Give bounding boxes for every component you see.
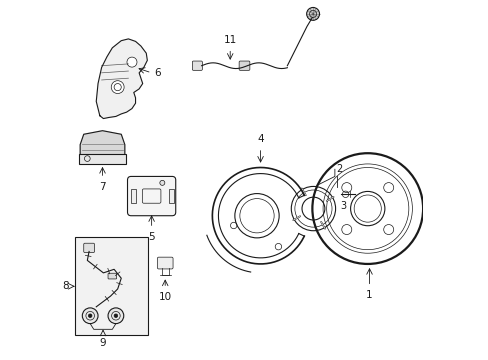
Circle shape (88, 314, 92, 318)
Circle shape (108, 308, 123, 324)
Text: 6: 6 (154, 68, 161, 78)
Text: 9: 9 (100, 338, 106, 348)
FancyBboxPatch shape (239, 61, 249, 70)
Text: 4: 4 (257, 134, 264, 144)
Text: 5: 5 (148, 232, 155, 242)
Text: 1: 1 (366, 290, 372, 300)
FancyBboxPatch shape (192, 61, 202, 70)
FancyBboxPatch shape (83, 243, 94, 252)
Bar (79, 154, 125, 164)
Circle shape (111, 81, 124, 94)
Circle shape (114, 314, 118, 318)
Circle shape (306, 8, 319, 20)
Text: 7: 7 (99, 182, 105, 192)
Circle shape (82, 308, 98, 324)
Circle shape (127, 57, 137, 67)
FancyBboxPatch shape (108, 273, 116, 279)
Text: 10: 10 (158, 292, 171, 302)
Text: 11: 11 (223, 35, 236, 45)
Text: 2: 2 (336, 164, 342, 174)
Text: 3: 3 (340, 202, 346, 211)
Bar (168, 189, 174, 203)
Bar (131, 189, 136, 203)
FancyBboxPatch shape (127, 176, 175, 216)
Text: 8: 8 (61, 281, 68, 291)
Circle shape (160, 180, 164, 185)
FancyBboxPatch shape (157, 257, 173, 269)
Bar (75, 237, 148, 336)
Polygon shape (80, 131, 124, 155)
Polygon shape (96, 39, 147, 118)
